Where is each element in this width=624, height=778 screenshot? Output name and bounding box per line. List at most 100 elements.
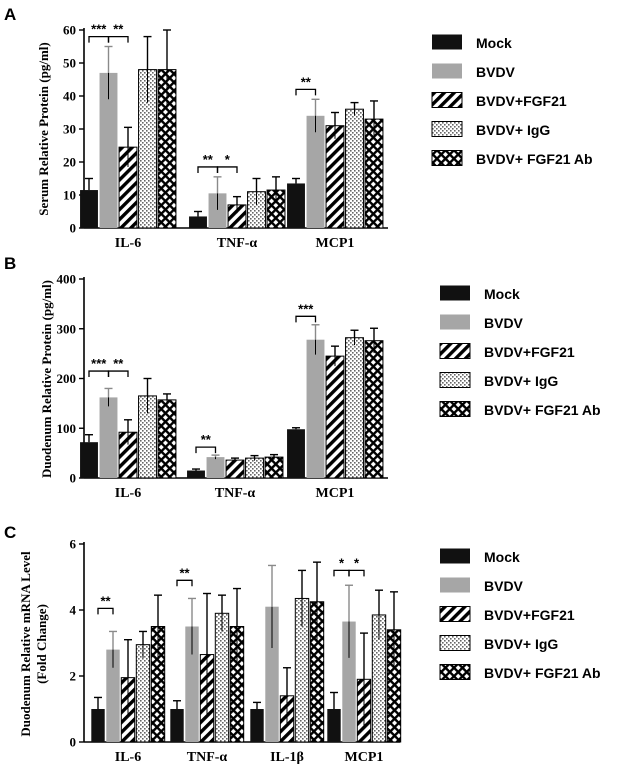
y-tick-label: 60	[63, 23, 76, 38]
panel-letter: C	[4, 523, 16, 542]
bar-mock-0	[80, 442, 98, 478]
x-tick-label: IL-6	[115, 236, 141, 251]
legend-label: BVDV+FGF21	[484, 344, 575, 360]
bar-bvdv-0	[106, 649, 120, 742]
y-tick-label: 0	[70, 735, 77, 750]
significance-label: **	[201, 432, 212, 447]
x-tick-label: TNF-α	[187, 750, 228, 765]
significance-label: **	[113, 356, 124, 371]
legend-swatch	[440, 314, 470, 330]
bar-bvdv-igg-2	[345, 337, 364, 479]
legend-label: BVDV+FGF21	[484, 607, 575, 623]
y-tick-label: 30	[63, 122, 76, 137]
significance-bracket	[88, 370, 110, 378]
bar-bvdv-fgf21-ab-0	[157, 399, 177, 479]
legend-label: BVDV+ IgG	[484, 373, 558, 389]
bar-mock-0	[91, 709, 105, 742]
bar-bvdv-igg-2	[345, 108, 364, 229]
y-tick-label: 10	[63, 188, 76, 203]
y-tick-label: 0	[70, 221, 77, 236]
bar-mock-2	[250, 709, 264, 742]
legend-label: Mock	[484, 286, 520, 302]
bar-mock-1	[187, 470, 205, 478]
legend-swatch	[432, 34, 462, 50]
significance-label: ***	[298, 301, 314, 316]
significance-label: **	[100, 593, 111, 608]
bar-mock-1	[170, 709, 184, 742]
panel-b: B Duodenum Relative Protein (pg/ml) 0 100 20…	[4, 254, 601, 501]
panel-letter: B	[4, 254, 16, 273]
panel-letter: A	[4, 5, 16, 24]
x-tick-label: MCP1	[316, 486, 355, 501]
x-tick-label: MCP1	[345, 750, 384, 765]
legend-label: BVDV+ IgG	[476, 122, 550, 138]
y-axis-label: Duodenum Relative Protein (pg/ml)	[39, 280, 54, 478]
significance-bracket	[216, 166, 238, 173]
y-axis-label: Serum Relative Protein (pg/ml)	[36, 42, 51, 215]
legend-label: BVDV+ FGF21 Ab	[484, 665, 601, 681]
bar-bvdv-1	[208, 193, 227, 228]
significance-bracket	[295, 88, 317, 96]
significance-bracket	[176, 579, 193, 587]
significance-label: **	[179, 565, 190, 580]
legend-swatch	[431, 92, 463, 108]
y-tick-label: 0	[70, 471, 77, 486]
y-tick-label: 2	[70, 669, 77, 684]
legend-label: BVDV+ FGF21 Ab	[484, 402, 601, 418]
legend-label: Mock	[484, 549, 520, 565]
significance-label: **	[203, 152, 214, 167]
x-tick-label: IL-6	[115, 750, 141, 765]
bar-bvdv-0	[99, 72, 118, 229]
panel-a: A Serum Relative Protein (pg/ml) 0 10 20 30 40…	[4, 5, 593, 251]
significance-label: **	[301, 74, 312, 89]
legend-label: BVDV	[484, 578, 524, 594]
bar-bvdv-igg-1	[214, 612, 230, 743]
bar-mock-3	[327, 709, 341, 742]
legend-label: BVDV+FGF21	[476, 93, 567, 109]
significance-label: ***	[91, 356, 107, 371]
legend-swatch	[439, 343, 471, 359]
bar-bvdv-3	[342, 621, 356, 742]
significance-bracket	[295, 315, 317, 323]
y-tick-label: 40	[63, 89, 76, 104]
legend-swatch	[439, 606, 471, 622]
significance-bracket	[97, 607, 114, 615]
legend-swatch	[440, 548, 470, 564]
legend-label: BVDV	[484, 315, 524, 331]
y-tick-label: 100	[57, 421, 77, 436]
x-tick-label: IL-1β	[270, 750, 304, 765]
x-tick-label: TNF-α	[217, 236, 258, 251]
bar-bvdv-igg-0	[135, 644, 151, 743]
x-tick-label: IL-6	[115, 486, 141, 501]
legend-swatch	[439, 664, 471, 680]
legend-label: Mock	[476, 35, 512, 51]
y-axis-label-line: (Fold Change)	[34, 604, 49, 684]
bar-bvdv-fgf21-2	[325, 355, 345, 479]
legend-label: BVDV	[476, 64, 516, 80]
significance-bracket	[197, 166, 219, 173]
y-tick-label: 200	[57, 371, 77, 386]
significance-label: ***	[91, 22, 107, 37]
legend-swatch	[440, 285, 470, 301]
y-tick-label: 300	[57, 321, 77, 336]
bar-bvdv-fgf21-1	[225, 459, 245, 479]
bar-mock-0	[80, 190, 98, 228]
bar-bvdv-2	[265, 606, 279, 742]
y-tick-label: 20	[63, 155, 76, 170]
significance-label: *	[339, 555, 345, 570]
legend-label: BVDV+ IgG	[484, 636, 558, 652]
legend-swatch	[439, 635, 471, 651]
legend-swatch	[439, 401, 471, 417]
bar-bvdv-2	[306, 339, 325, 478]
bar-bvdv-fgf21-ab-2	[364, 340, 384, 479]
significance-bracket	[107, 370, 129, 378]
legend-swatch	[440, 577, 470, 593]
y-tick-label: 6	[70, 537, 77, 552]
bar-bvdv-fgf21-ab-1	[264, 456, 284, 479]
y-tick-label: 400	[57, 272, 77, 287]
y-tick-label: 50	[63, 56, 76, 71]
significance-bracket	[195, 446, 217, 454]
significance-label: *	[354, 555, 360, 570]
significance-bracket	[88, 35, 110, 43]
